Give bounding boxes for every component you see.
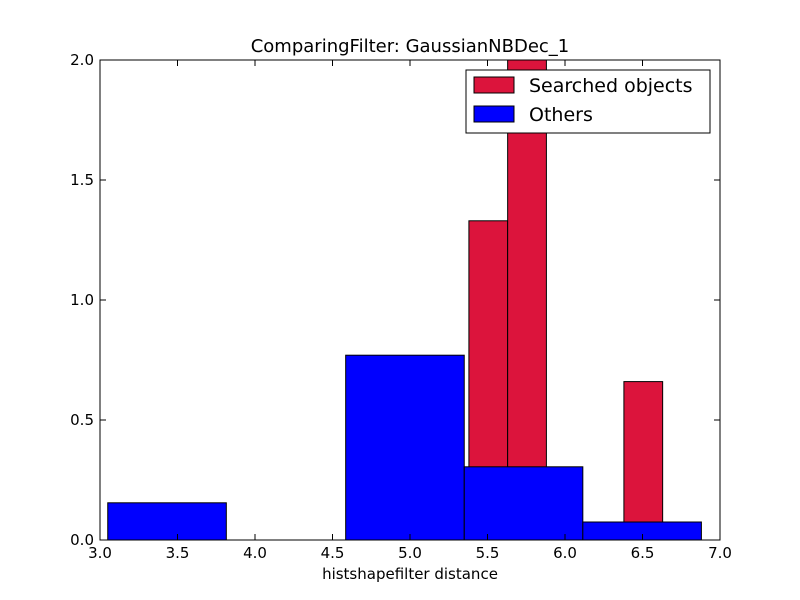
legend: Searched objects Others bbox=[465, 69, 711, 134]
bars-layer bbox=[107, 59, 702, 541]
bar-series-0-bin-2 bbox=[623, 381, 664, 541]
x-tick-label: 3.5 bbox=[166, 544, 190, 562]
y-tick-label: 2.0 bbox=[70, 51, 94, 69]
x-tick-label: 6.0 bbox=[553, 544, 577, 562]
x-tick-label: 3.0 bbox=[88, 544, 112, 562]
y-tick-label: 1.5 bbox=[70, 171, 94, 189]
y-tick-label: 0.0 bbox=[70, 531, 94, 549]
x-tick-label: 4.0 bbox=[243, 544, 267, 562]
x-tick-label: 5.5 bbox=[476, 544, 500, 562]
bar-series-1-bin-1 bbox=[345, 354, 465, 541]
legend-swatch-1 bbox=[473, 105, 515, 123]
ticks-layer: 3.0 3.5 4.0 4.5 5.0 5.5 6.0 6.5 7.0 0.0 0.5 1.0 1.5 2… bbox=[70, 51, 732, 562]
plot-frame bbox=[99, 59, 721, 541]
x-axis-title: histshapefilter distance bbox=[322, 565, 498, 583]
legend-swatch-0 bbox=[473, 76, 515, 94]
legend-label-0: Searched objects bbox=[529, 75, 693, 97]
legend-label-1: Others bbox=[529, 104, 593, 126]
bar-series-1-bin-2 bbox=[463, 466, 584, 541]
y-tick-label: 1.0 bbox=[70, 291, 94, 309]
x-tick-label: 7.0 bbox=[708, 544, 732, 562]
y-tick-label: 0.5 bbox=[70, 411, 94, 429]
x-tick-label: 5.0 bbox=[398, 544, 422, 562]
bar-series-1-bin-0 bbox=[107, 502, 227, 541]
x-tick-label: 4.5 bbox=[321, 544, 345, 562]
x-tick-label: 6.5 bbox=[631, 544, 655, 562]
chart-title: ComparingFilter: GaussianNBDec_1 bbox=[251, 36, 570, 57]
